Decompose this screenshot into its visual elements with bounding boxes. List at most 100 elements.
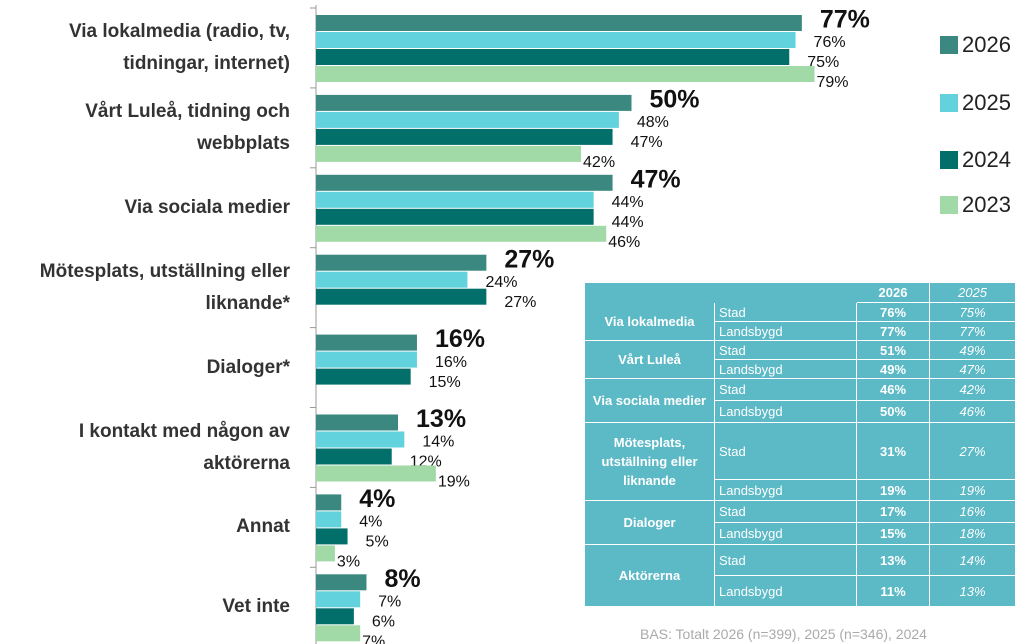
legend-label: 2023 — [962, 192, 1011, 217]
value-label: 44% — [612, 194, 644, 211]
category-label: Dialoger* — [206, 356, 290, 378]
bar — [316, 414, 399, 431]
legend-label: 2024 — [962, 147, 1011, 172]
bar — [316, 94, 632, 111]
value-label: 46% — [608, 234, 640, 251]
table-value: 77% — [930, 322, 1015, 341]
table-row-label: Stad — [715, 423, 857, 480]
value-label: 7% — [362, 634, 385, 644]
table-group-label: Via sociala medier — [585, 379, 715, 423]
category-label: Annat — [236, 516, 290, 538]
table-header: 2025 — [930, 283, 1015, 303]
value-label: 50% — [650, 86, 700, 114]
value-label: 47% — [631, 165, 681, 193]
table-row-label: Stad — [715, 545, 857, 576]
bar — [316, 225, 607, 242]
bar — [316, 128, 613, 145]
table-value: 18% — [930, 523, 1015, 545]
value-label: 13% — [416, 405, 466, 433]
bar — [316, 191, 594, 208]
legend-label: 2025 — [962, 90, 1011, 115]
table-group-label: Vårt Luleå — [585, 341, 715, 379]
bar — [316, 334, 417, 351]
table-value: 19% — [857, 480, 930, 501]
bar — [316, 448, 392, 465]
value-label: 27% — [504, 294, 536, 311]
value-label: 76% — [814, 34, 846, 51]
bar — [316, 254, 487, 271]
table-group-label: Dialoger — [585, 501, 715, 545]
category-label: Mötesplats, utställning eller liknande* — [39, 260, 290, 314]
table-group-label: Via lokalmedia — [585, 303, 715, 341]
bar — [316, 288, 487, 305]
bar — [316, 511, 342, 528]
table-row-label: Landsbygd — [715, 322, 857, 341]
bar — [316, 494, 342, 511]
value-label: 4% — [359, 485, 395, 513]
table-value: 14% — [930, 545, 1015, 576]
bar — [316, 574, 367, 591]
value-label: 6% — [372, 614, 395, 631]
value-label: 5% — [366, 534, 389, 551]
value-label: 7% — [378, 594, 401, 611]
value-label: 27% — [504, 245, 554, 273]
value-label: 47% — [631, 134, 663, 151]
table-value: 31% — [857, 423, 930, 480]
table-row-label: Stad — [715, 341, 857, 360]
value-label: 15% — [429, 374, 461, 391]
table-value: 46% — [857, 379, 930, 401]
bar — [316, 15, 802, 31]
value-label: 16% — [435, 325, 485, 353]
legend-swatch — [940, 94, 958, 112]
value-label: 75% — [807, 54, 839, 71]
table-value: 19% — [930, 480, 1015, 501]
legend-swatch — [940, 196, 958, 214]
bar — [316, 174, 613, 191]
value-label: 42% — [583, 154, 615, 171]
bar — [316, 145, 582, 162]
value-label: 14% — [422, 434, 454, 451]
table-value: 42% — [930, 379, 1015, 401]
bar — [316, 271, 468, 288]
category-label: I kontakt med någon av aktörerna — [78, 420, 290, 474]
table-value: 13% — [930, 576, 1015, 607]
value-label: 4% — [359, 514, 382, 531]
bar — [316, 32, 796, 48]
table-value: 46% — [930, 401, 1015, 423]
table-value: 15% — [857, 523, 930, 545]
table-row-label: Landsbygd — [715, 401, 857, 423]
table-value: 47% — [930, 360, 1015, 379]
bar — [316, 351, 417, 368]
value-label: 77% — [820, 6, 870, 34]
category-label: Vet inte — [222, 596, 290, 618]
table-value: 16% — [930, 501, 1015, 523]
bar — [316, 49, 790, 65]
table-value: 75% — [930, 303, 1015, 322]
table-row-label: Stad — [715, 501, 857, 523]
bar — [316, 591, 361, 608]
table-row-label: Stad — [715, 303, 857, 322]
footnote: BAS: Totalt 2026 (n=399), 2025 (n=346), … — [640, 626, 927, 642]
table-value: 17% — [857, 501, 930, 523]
table-row-label: Landsbygd — [715, 480, 857, 501]
bar — [316, 368, 411, 385]
table-group-label: Mötesplats, utställning eller liknande — [585, 423, 715, 501]
table-value: 51% — [857, 341, 930, 360]
value-label: 19% — [438, 474, 470, 491]
table-row-label: Stad — [715, 379, 857, 401]
value-label: 16% — [435, 354, 467, 371]
table-row-label: Landsbygd — [715, 523, 857, 545]
legend-swatch — [940, 36, 958, 54]
bar — [316, 545, 335, 562]
bar — [316, 528, 348, 545]
value-label: 44% — [612, 214, 644, 231]
bar — [316, 608, 354, 625]
value-label: 24% — [485, 274, 517, 291]
table-value: 77% — [857, 322, 930, 341]
bar — [316, 208, 594, 225]
category-label: Via sociala medier — [124, 196, 290, 218]
table-value: 13% — [857, 545, 930, 576]
value-label: 3% — [337, 554, 360, 571]
